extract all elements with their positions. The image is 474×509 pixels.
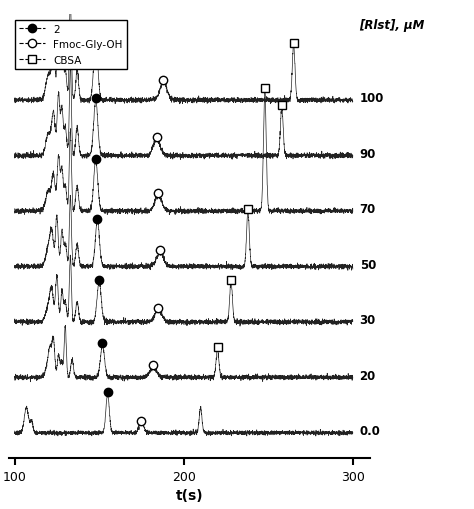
Text: 20: 20 [360,369,376,382]
Text: [Rlst], μM: [Rlst], μM [360,19,425,32]
Text: 30: 30 [360,314,376,327]
Text: 0.0: 0.0 [360,425,381,437]
Text: 100: 100 [360,92,384,105]
Text: 50: 50 [360,259,376,271]
Text: 90: 90 [360,148,376,161]
X-axis label: t(s): t(s) [176,489,203,502]
Text: 70: 70 [360,203,376,216]
Legend: 2, Fmoc-Gly-OH, CBSA: 2, Fmoc-Gly-OH, CBSA [15,20,127,70]
